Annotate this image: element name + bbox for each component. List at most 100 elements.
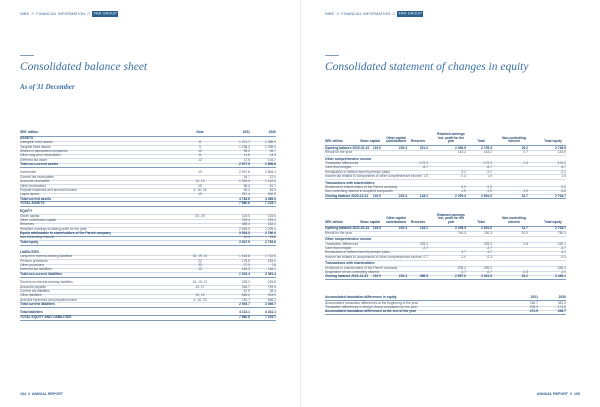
cell-value: 15 [198, 183, 202, 188]
cell-value: -172.9 [418, 160, 428, 165]
row-rule [325, 189, 566, 191]
cell-value: 1 289.3 [265, 144, 276, 149]
row-label: Opening balance 2020-01-01 [325, 145, 370, 150]
row-rule [325, 174, 566, 176]
cell-value: -0.3 [486, 254, 492, 259]
column-header: Total equity [544, 139, 562, 144]
row-label: Result for the year [325, 230, 352, 235]
cell-value: 7 224.7 [265, 200, 276, 205]
row-rule [20, 293, 276, 295]
column-header: Share capital [360, 139, 380, 144]
row-label: Current tax receivables [20, 174, 54, 179]
cell-value: 7 224.7 [265, 314, 276, 319]
cell-value: 7 660.6 [239, 200, 250, 205]
column-header: Total [477, 220, 485, 225]
cell-value: -1.0 [460, 254, 466, 259]
row-rule [325, 161, 566, 163]
cell-value: 219.4 [398, 145, 407, 150]
cell-value: 28.2 [243, 149, 250, 154]
cell-value: 0.0 [487, 184, 492, 189]
cell-value: 16.2 [521, 145, 528, 150]
cell-value: 0.4 [461, 173, 466, 178]
row-label: Income tax related to components of othe… [325, 173, 422, 178]
cell-value: 569.2 [241, 293, 250, 298]
row-rule [20, 298, 276, 300]
row-label: Accumulated translation differences at t… [325, 300, 419, 305]
cell-value: 119.0 [241, 213, 250, 218]
cell-value: -1.0 [560, 270, 566, 274]
cell-value: -172.9 [482, 160, 492, 165]
cell-value: 1.9 [561, 173, 566, 178]
cell-value: 2 793.6 [265, 239, 276, 244]
cell-value: -2.2 [560, 169, 566, 174]
row-rule [325, 198, 566, 200]
running-head: NIBE // FINANCIAL INFORMATION // FAR GRO… [325, 11, 424, 17]
row-label: ASSETS [20, 136, 34, 140]
row-label: Accumulated translation differences at t… [325, 309, 417, 314]
row-rule [20, 188, 276, 190]
row-label: Cash flow hedges [325, 246, 352, 250]
row-label: Acquisition of non-controlling interest [325, 270, 379, 274]
row-label: Result for the year [325, 149, 352, 154]
cell-value: 0.0 [461, 184, 466, 189]
row-label: EQUITY [20, 209, 33, 214]
cell-value: 4 365.9 [265, 196, 276, 201]
cell-value: 3 426.1 [555, 274, 566, 279]
cell-value: -255.4 [482, 265, 492, 270]
cell-value: 13.6 [269, 235, 276, 240]
row-rule [325, 242, 566, 244]
row-rule [20, 227, 276, 229]
cell-value: 740.3 [457, 230, 466, 235]
row-label: Translation differences in foreign Group… [325, 304, 418, 309]
cell-value: 209.8 [267, 280, 276, 285]
row-label: Shares in associated companies [20, 149, 68, 154]
cell-value: -2.7 [422, 246, 428, 250]
row-rule [325, 150, 566, 152]
cell-value: 3 401.9 [481, 274, 492, 279]
row-label: Total non-current assets [20, 162, 59, 167]
row-rule [325, 185, 566, 187]
cell-value: 1 238.3 [239, 144, 250, 149]
cell-value: 3 547.5 [239, 239, 250, 244]
row-rule [20, 254, 276, 256]
cell-value: 9 [199, 144, 201, 149]
cell-value: 16, 19, 21 [192, 280, 208, 285]
cell-value: 1.5 [423, 173, 428, 178]
cell-value: 7.8 [271, 263, 276, 268]
row-rule [325, 255, 566, 257]
cell-value: 38.4 [269, 288, 276, 293]
cell-value: 366.5 [419, 274, 428, 279]
cell-value: 2 937.6 [239, 170, 250, 175]
cell-value: 12 [198, 157, 202, 162]
row-label: Deferred tax liabilities [20, 267, 52, 272]
column-header: Retained earnings incl. profit for the y… [437, 131, 465, 144]
row-rule [325, 246, 566, 248]
row-label: Dividends to shareholders of the Parent … [325, 184, 398, 189]
cell-value: 24.2 [243, 235, 250, 240]
row-rule [20, 135, 276, 137]
column-header: Non-controlling interest [502, 216, 526, 225]
cell-value: -0.7 [460, 270, 466, 274]
cell-value: 13.7 [521, 193, 528, 198]
cell-value: -1.9 [486, 189, 492, 194]
row-label: Total non-current liabilities [20, 271, 63, 276]
column-header: Non-controlling interest [502, 135, 526, 144]
cell-value: 119.0 [372, 274, 381, 279]
cell-value: 740.3 [483, 230, 492, 235]
cell-value: 148.3 [241, 267, 250, 272]
row-label: Opening balance 2021-01-01 [325, 226, 370, 231]
row-label: Inventories [20, 170, 37, 175]
cell-value: 219.4 [267, 217, 276, 222]
cell-value: 87.9 [243, 288, 250, 293]
cell-value: -2.7 [486, 246, 492, 250]
row-rule [20, 158, 276, 160]
row-label: Other provisions [20, 263, 45, 268]
cell-value: 381.3 [557, 300, 566, 305]
cell-value: 357.4 [241, 192, 250, 197]
row-label: Total current liabilities [20, 301, 55, 306]
cell-value: 225.3 [529, 304, 538, 309]
column-header: Other capital contributions [385, 216, 407, 225]
cell-value: 2 209.4 [265, 226, 276, 231]
row-rule [325, 225, 566, 227]
